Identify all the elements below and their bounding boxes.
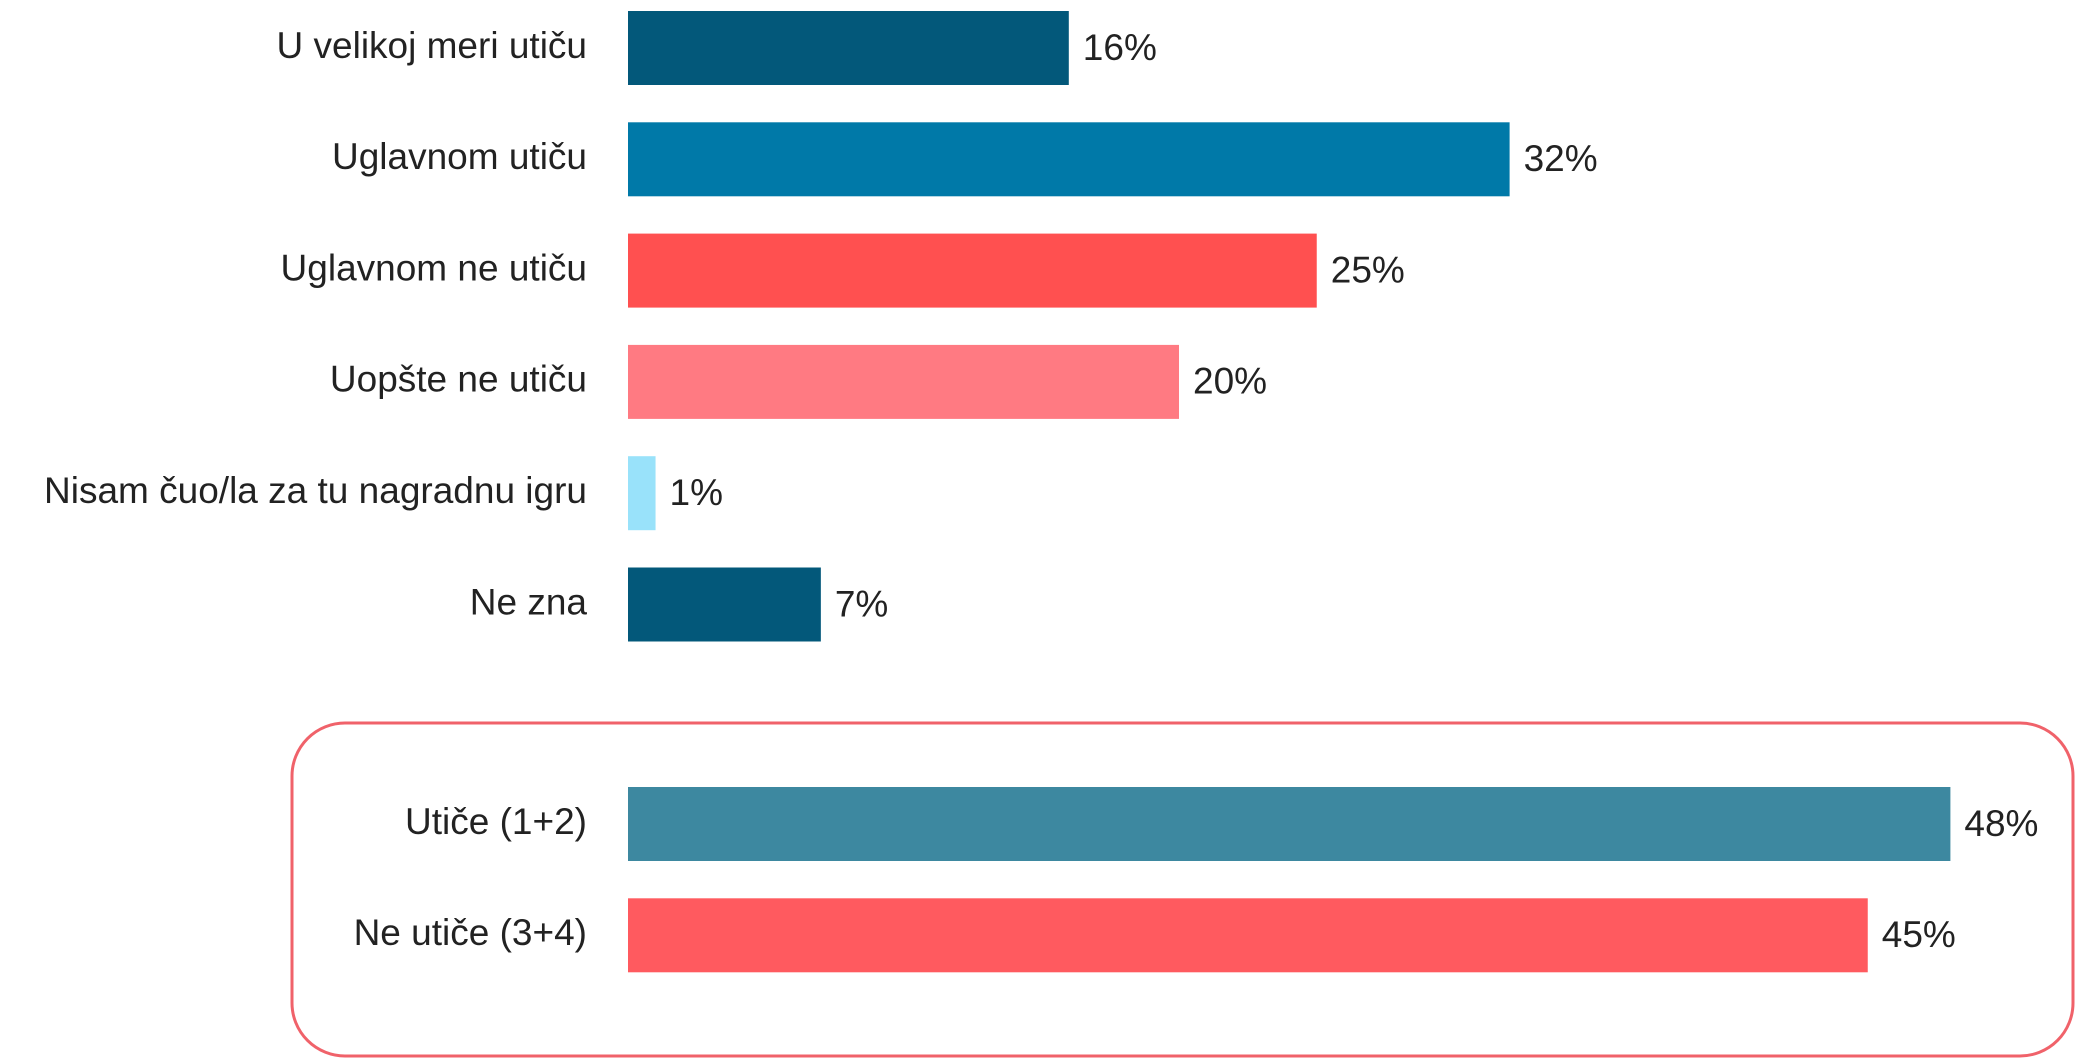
bar xyxy=(628,567,821,642)
value-label: 7% xyxy=(835,583,888,624)
bar xyxy=(628,122,1510,197)
summary-box xyxy=(290,721,2075,1058)
bar xyxy=(628,456,656,531)
value-label: 32% xyxy=(1524,138,1598,179)
category-label: Ne utiče (3+4) xyxy=(354,912,587,953)
category-label: Uglavnom utiču xyxy=(332,136,587,177)
bar xyxy=(628,11,1069,85)
bar xyxy=(628,787,1951,861)
category-label: Uglavnom ne utiču xyxy=(281,247,587,288)
category-label: Utiče (1+2) xyxy=(405,801,587,842)
value-label: 45% xyxy=(1882,914,1956,955)
bar xyxy=(628,898,1868,973)
value-label: 16% xyxy=(1083,27,1157,68)
value-label: 48% xyxy=(1964,803,2038,844)
value-label: 20% xyxy=(1193,361,1267,402)
bar xyxy=(628,233,1317,308)
value-label: 25% xyxy=(1331,249,1405,290)
bar xyxy=(628,344,1179,419)
category-label: Ne zna xyxy=(470,581,588,622)
category-label: Uopšte ne utiču xyxy=(330,359,587,400)
category-label: U velikoj meri utiču xyxy=(277,25,587,66)
value-label: 1% xyxy=(670,472,723,513)
category-label: Nisam čuo/la za tu nagradnu igru xyxy=(44,470,587,511)
